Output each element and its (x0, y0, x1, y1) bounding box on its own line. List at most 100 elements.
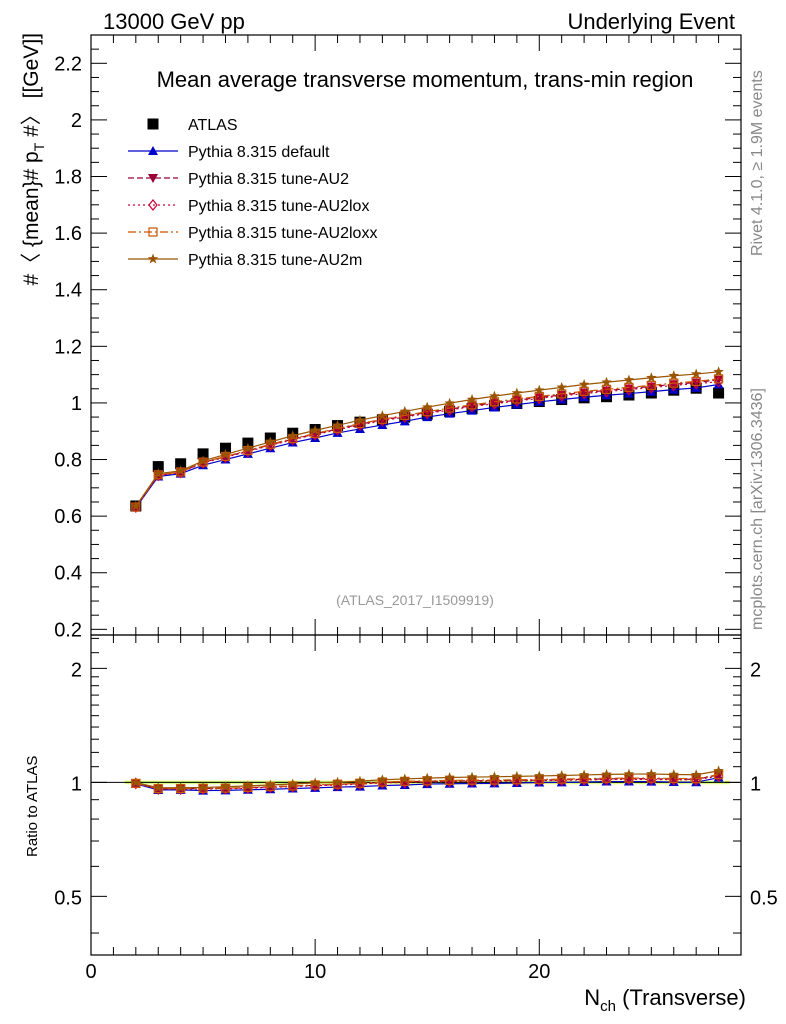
data-point (668, 370, 679, 381)
data-point (197, 448, 209, 460)
axis-tick-labels: 0 10 20 0.2 0.4 0.6 0.8 1 1.2 1.4 1.6 1.8 2 2.2 0.5 0.5… (54, 53, 778, 983)
data-point (175, 458, 187, 470)
ratio-point (668, 769, 679, 779)
ratio-point (399, 773, 411, 784)
data-point (646, 372, 657, 383)
data-point (691, 378, 702, 388)
data-point (646, 380, 656, 390)
ratio-point (197, 781, 209, 792)
data-point (377, 410, 388, 421)
y-label-main: #〈 {mean}# p (20, 151, 43, 285)
ratio-point (309, 777, 321, 788)
ratio-point (466, 771, 478, 782)
data-point (601, 384, 612, 394)
series-2 (130, 375, 724, 513)
x-tick-label: 0 (85, 961, 96, 983)
main-series-group (130, 366, 725, 514)
ratio-point (646, 768, 657, 779)
ratio-point (354, 775, 366, 786)
data-point (265, 439, 276, 452)
ratio-series-5 (130, 765, 724, 793)
data-point (152, 461, 164, 473)
data-point (421, 401, 433, 412)
legend-label: Pythia 8.315 tune-AU2lox (188, 198, 369, 215)
data-point (197, 455, 209, 466)
y-tick-label: 1.4 (54, 280, 82, 302)
ratio-axis-label: Ratio to ATLAS (24, 756, 41, 857)
ratio-point (534, 770, 545, 781)
y-tick-label: 2 (71, 110, 82, 132)
legend-label: Pythia 8.315 tune-AU2m (188, 252, 362, 269)
ratio-point (377, 774, 388, 785)
ratio-point (332, 776, 343, 787)
ratio-tick-label-right: 2 (750, 659, 761, 681)
x-label-sub: ch (600, 998, 616, 1015)
legend-item: Pythia 8.315 tune-AU2lox (128, 198, 369, 215)
header-left: 13000 GeV pp (103, 9, 245, 34)
series-5 (130, 366, 724, 511)
ratio-point (444, 772, 455, 782)
legend-marker (147, 118, 159, 130)
rivet-info: Rivet 4.1.0, ≥ 1.9M events (749, 70, 766, 256)
data-point (444, 397, 455, 408)
ratio-point (578, 769, 590, 780)
header-right: Underlying Event (567, 9, 735, 34)
ratio-series-group (130, 765, 724, 796)
y-tick-label: 2.2 (54, 53, 82, 75)
y-tick-label: 1 (71, 393, 82, 415)
data-point (691, 377, 701, 390)
legend-item: Pythia 8.315 tune-AU2loxx (128, 225, 377, 242)
data-point (219, 442, 231, 454)
data-point (175, 465, 186, 476)
data-point (153, 468, 164, 479)
legend-label: Pythia 8.315 tune-AU2 (188, 171, 349, 188)
y-axis-label: #〈 {mean}# pT #〉 [[GeV]] (20, 33, 47, 286)
ratio-point (287, 778, 298, 789)
data-point (578, 379, 590, 389)
y-label-sub: T (31, 142, 47, 151)
legend-item: Pythia 8.315 tune-AU2 (128, 171, 349, 188)
axis-ticks (90, 34, 742, 955)
data-point (691, 376, 701, 387)
ratio-line (135, 775, 719, 790)
data-point (601, 385, 612, 398)
data-point (332, 419, 343, 430)
mcplots-info: mcplots.cern.ch [arXiv:1306.3436] (749, 388, 766, 630)
ratio-tick-label: 2 (71, 659, 82, 681)
ratio-point (623, 768, 635, 779)
ratio-point (511, 770, 523, 781)
legend-label: Pythia 8.315 tune-AU2loxx (188, 225, 377, 242)
data-point (713, 374, 724, 384)
ratio-point (220, 781, 231, 792)
legend-marker (148, 174, 158, 183)
data-point (601, 376, 612, 387)
x-tick-label: 10 (304, 961, 326, 983)
ratio-point (287, 780, 298, 793)
ratio-point (489, 771, 500, 782)
ratio-point (601, 768, 612, 779)
legend-marker (148, 146, 158, 155)
ratio-point (130, 777, 142, 788)
data-point (579, 386, 589, 396)
data-point (466, 394, 478, 404)
legend-marker (147, 253, 159, 264)
series-1 (130, 379, 724, 512)
legend: ATLAS Pythia 8.315 default Pythia 8.315 tu… (128, 117, 377, 269)
legend-item: ATLAS (147, 117, 238, 134)
y-tick-label: 1.6 (54, 223, 82, 245)
ratio-point (265, 779, 276, 790)
ratio-point (377, 776, 388, 789)
y-tick-label: 0.8 (54, 450, 82, 472)
data-point (713, 387, 725, 399)
data-point (623, 384, 634, 394)
ratio-point (690, 769, 702, 780)
ratio-tick-label-right: 0.5 (750, 887, 778, 909)
data-point (309, 424, 321, 435)
ratio-line (135, 774, 719, 790)
data-point (623, 374, 635, 385)
ratio-plot-frame (90, 634, 742, 956)
data-point (557, 389, 567, 399)
ratio-point (713, 765, 724, 776)
ratio-point (310, 779, 320, 792)
